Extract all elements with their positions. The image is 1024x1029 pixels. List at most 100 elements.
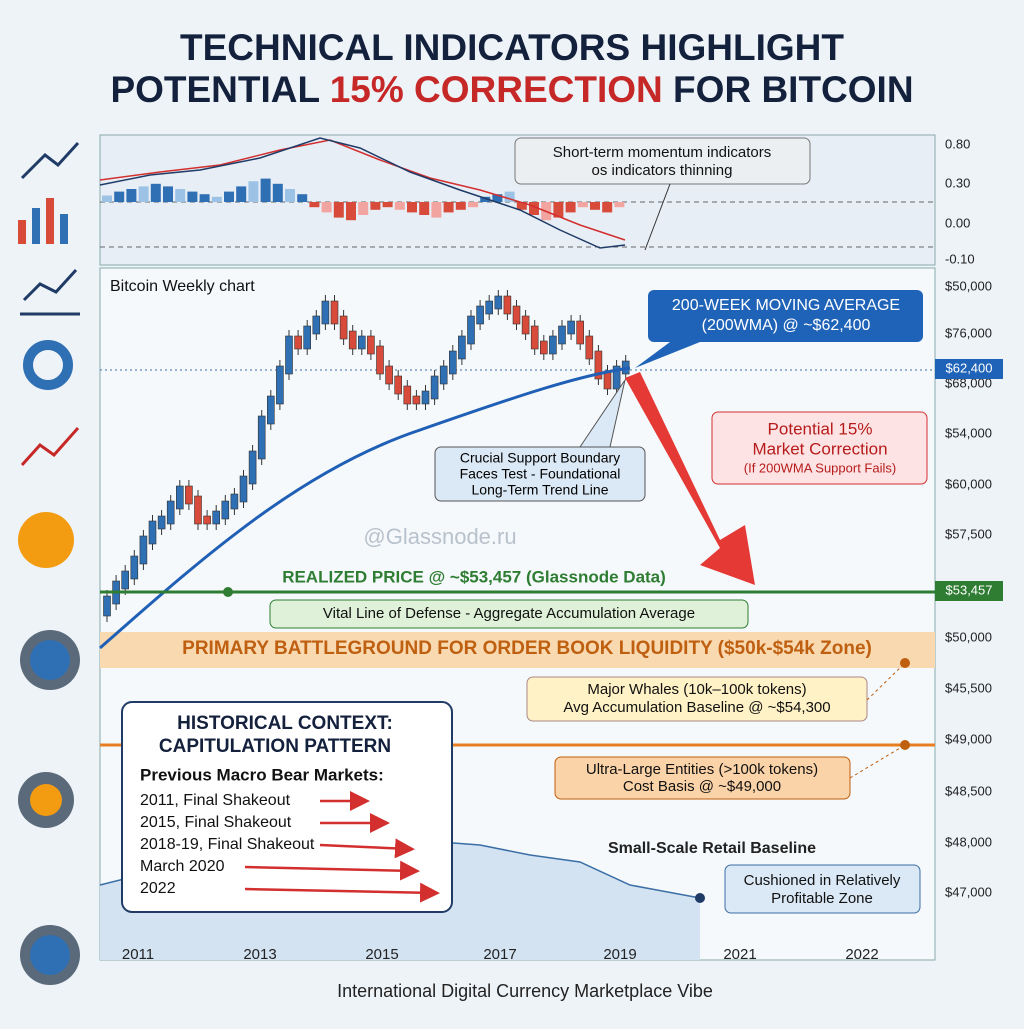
histogram-bar bbox=[126, 189, 137, 202]
candle-body bbox=[448, 350, 457, 375]
history-item: 2011, Final Shakeout bbox=[140, 792, 291, 809]
candle-body bbox=[166, 500, 175, 525]
price-axis-label: $47,000 bbox=[945, 884, 992, 899]
watermark: @Glassnode.ru bbox=[363, 524, 516, 549]
histogram-bar bbox=[199, 194, 210, 202]
histogram-bar bbox=[346, 202, 356, 221]
ultra-dot bbox=[900, 740, 910, 750]
price-axis-label: $48,500 bbox=[945, 783, 992, 798]
wma-callout bbox=[648, 290, 923, 342]
candle-body bbox=[394, 375, 403, 395]
ultra-pointer bbox=[849, 744, 906, 779]
histogram-bar bbox=[163, 186, 173, 202]
histogram-bar bbox=[297, 194, 308, 202]
histogram bbox=[102, 178, 625, 221]
candle-body bbox=[321, 300, 330, 325]
callout-text: (200WMA) @ ~$62,400 bbox=[702, 317, 871, 334]
candle-body bbox=[157, 515, 166, 530]
candle-body bbox=[212, 510, 220, 525]
callout-text: Market Correction bbox=[752, 439, 887, 458]
history-heading: CAPITULATION PATTERN bbox=[159, 736, 391, 757]
histogram-bar bbox=[321, 202, 332, 213]
year-label: 2013 bbox=[243, 946, 276, 963]
price-axis: $50,000 $76,000 $68,000 $54,000 $60,000 $57,5… bbox=[945, 278, 992, 899]
price-axis-label: $54,000 bbox=[945, 425, 992, 440]
callout-text: Short-term momentum indicators bbox=[553, 144, 771, 161]
history-heading: HISTORICAL CONTEXT: bbox=[177, 713, 393, 734]
callout-text: Major Whales (10k–100k tokens) bbox=[587, 681, 806, 698]
chart-label: Bitcoin Weekly chart bbox=[110, 278, 255, 295]
title-line2: POTENTIAL 15% CORRECTION FOR BITCOIN bbox=[110, 69, 913, 110]
candle-body bbox=[348, 330, 357, 350]
momentum-line bbox=[99, 137, 626, 249]
history-arrow bbox=[319, 838, 415, 859]
candle-body bbox=[576, 320, 585, 345]
candle-body bbox=[103, 595, 111, 617]
price-axis-label: $48,000 bbox=[945, 834, 992, 849]
histogram-bar bbox=[590, 202, 600, 210]
histogram-bar bbox=[333, 202, 344, 218]
candle-body bbox=[512, 305, 521, 325]
histogram-bar bbox=[102, 195, 112, 202]
histogram-bar bbox=[516, 202, 527, 210]
candle-body bbox=[194, 495, 202, 525]
price-axis-label: $49,000 bbox=[945, 731, 992, 746]
candle-body bbox=[430, 375, 439, 400]
histogram-bar bbox=[480, 196, 491, 202]
moving-average bbox=[99, 366, 631, 650]
indicator-axis-label: 0.00 bbox=[945, 215, 970, 230]
candle-body bbox=[458, 335, 466, 360]
history-items: 2011, Final Shakeout 2015, Final Shakeout… bbox=[140, 791, 440, 903]
price-axis-label: $50,000 bbox=[945, 629, 992, 644]
histogram-bar bbox=[431, 202, 442, 218]
retail-label: Small-Scale Retail Baseline bbox=[608, 840, 816, 857]
histogram-bar bbox=[407, 202, 417, 213]
candle-body bbox=[403, 385, 412, 405]
histogram-bar bbox=[419, 202, 430, 215]
candle-body bbox=[176, 485, 184, 510]
history-arrow bbox=[244, 860, 420, 881]
callout-text: Avg Accumulation Baseline @ ~$54,300 bbox=[563, 699, 830, 716]
candle-body bbox=[412, 395, 421, 405]
candle-body bbox=[539, 340, 548, 355]
candle-body bbox=[530, 325, 539, 350]
histogram-bar bbox=[309, 202, 320, 208]
histogram-bar bbox=[504, 191, 515, 202]
correction-arrow bbox=[625, 372, 755, 585]
callout-text: Profitable Zone bbox=[771, 890, 873, 907]
whales-callout bbox=[526, 676, 868, 722]
candle-body bbox=[485, 300, 494, 315]
histogram-bar bbox=[394, 202, 405, 210]
history-item: March 2020 bbox=[140, 858, 225, 875]
history-item: 2022 bbox=[140, 880, 176, 897]
defense-callout bbox=[269, 599, 749, 629]
year-label: 2021 bbox=[723, 946, 756, 963]
momentum-callout bbox=[514, 137, 811, 185]
candle-body bbox=[221, 500, 230, 520]
candle-body bbox=[421, 390, 430, 405]
correction-callout bbox=[711, 411, 928, 485]
year-axis: 2011 2013 2015 2017 2019 2021 2022 bbox=[122, 946, 879, 963]
candle-body bbox=[185, 485, 193, 505]
histogram-bar bbox=[614, 202, 625, 208]
candle-body bbox=[439, 365, 448, 385]
candle-body bbox=[339, 315, 348, 340]
candle-body bbox=[549, 335, 557, 355]
price-axis-label: $45,500 bbox=[945, 680, 992, 695]
histogram-bar bbox=[602, 202, 613, 213]
callout-text: os indicators thinning bbox=[592, 162, 733, 179]
callout-text: Faces Test - Foundational bbox=[460, 466, 621, 482]
histogram-bar bbox=[138, 186, 149, 202]
candle-body bbox=[494, 295, 503, 310]
candle-body bbox=[312, 315, 321, 335]
histogram-bar bbox=[248, 181, 259, 202]
candle-body bbox=[558, 325, 566, 345]
candle-body bbox=[594, 350, 603, 380]
candle-body bbox=[130, 555, 139, 580]
histogram-bar bbox=[224, 191, 234, 202]
candle-body bbox=[276, 365, 284, 405]
histogram-bar bbox=[175, 189, 186, 202]
callout-text: Vital Line of Defense - Aggregate Accumu… bbox=[323, 605, 695, 622]
